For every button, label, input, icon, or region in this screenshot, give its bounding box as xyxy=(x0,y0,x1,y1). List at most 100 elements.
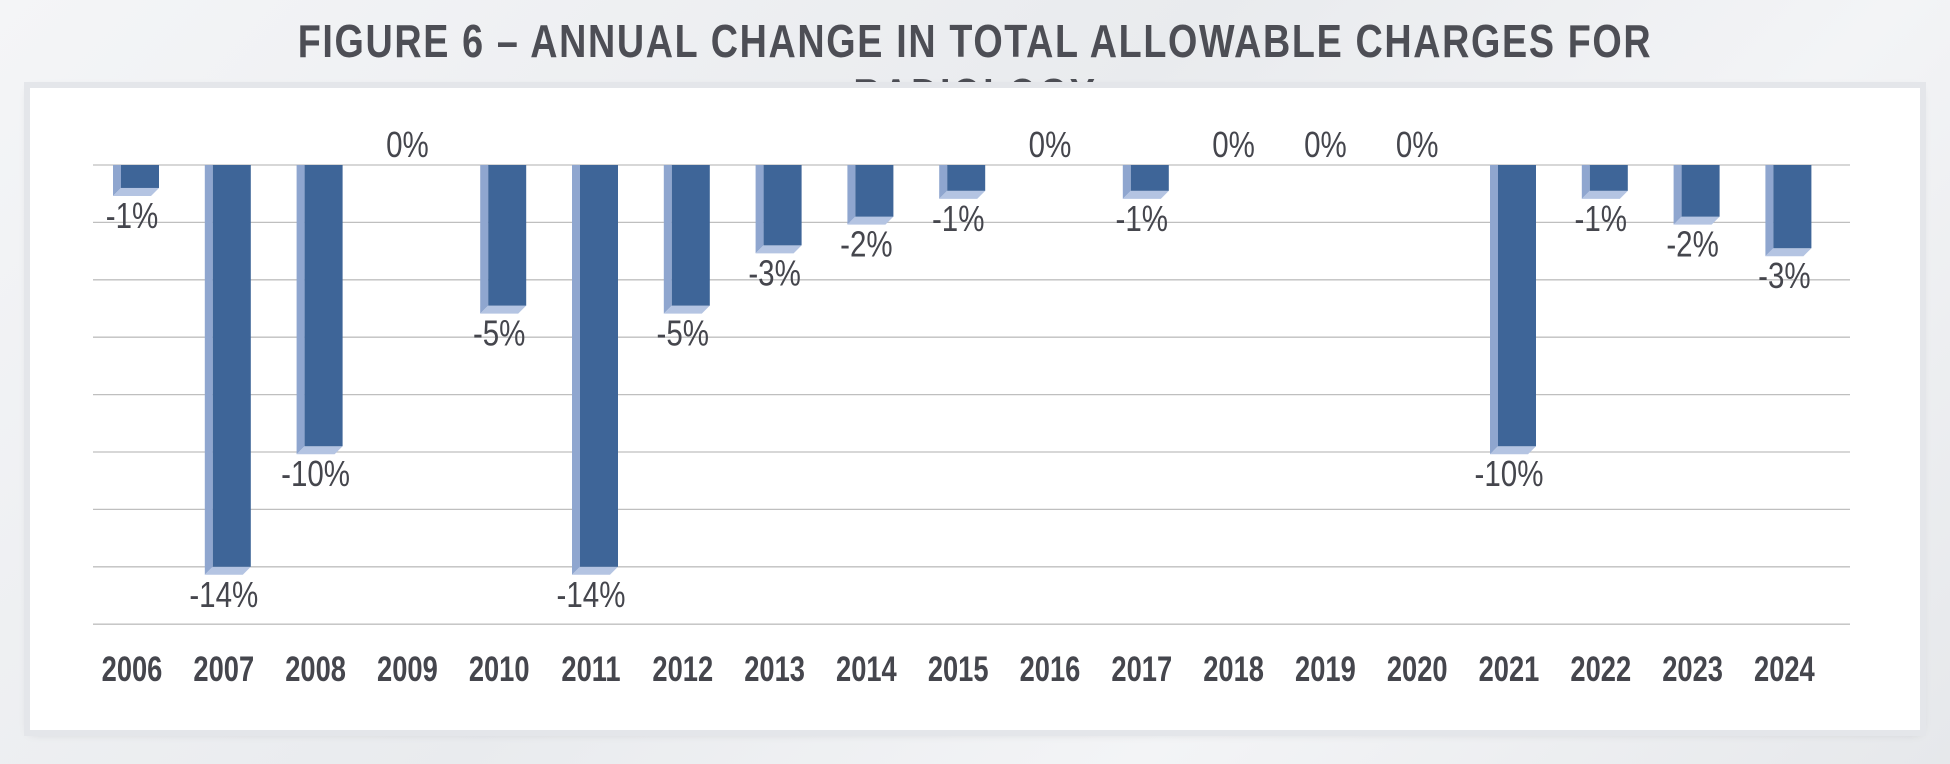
bar-bottom xyxy=(1673,216,1720,225)
bar xyxy=(1490,165,1536,455)
x-tick-label: 2007 xyxy=(193,650,254,689)
data-label: -14% xyxy=(189,574,258,614)
data-label: -3% xyxy=(1758,255,1810,295)
bar-bottom xyxy=(572,566,618,575)
bar-side xyxy=(204,165,213,575)
x-tick-label: 2016 xyxy=(1020,650,1081,689)
data-label: -1% xyxy=(932,198,984,238)
x-tick-label: 2019 xyxy=(1295,650,1356,689)
bars xyxy=(113,165,1812,575)
bar xyxy=(755,165,802,254)
gridlines xyxy=(93,164,1850,625)
bar-bottom xyxy=(1765,248,1812,257)
data-label: 0% xyxy=(1396,124,1439,164)
data-label: -1% xyxy=(106,195,158,235)
data-label: -5% xyxy=(657,313,709,353)
bar-side xyxy=(1490,165,1498,455)
x-tick-label: 2014 xyxy=(836,650,897,689)
bar xyxy=(113,165,159,196)
bar-front xyxy=(304,165,343,447)
data-label: 0% xyxy=(386,124,429,164)
bar-bottom xyxy=(204,566,251,575)
bar-side xyxy=(1581,165,1590,199)
bar-bottom xyxy=(480,305,527,314)
bar xyxy=(939,165,986,199)
bar-side xyxy=(939,165,948,199)
chart-panel: -1% -14% -10% 0% -5% -14% -5% -3% -2% -1% 0% -1% 0% 0… xyxy=(30,88,1920,730)
bar xyxy=(480,165,527,314)
data-label: -10% xyxy=(281,453,350,493)
x-tick-label: 2018 xyxy=(1203,650,1264,689)
data-label: -1% xyxy=(1575,198,1627,238)
bar-bottom xyxy=(847,216,894,225)
data-label: 0% xyxy=(1304,124,1347,164)
bar-front xyxy=(671,165,710,306)
bar-side xyxy=(663,165,672,314)
bar xyxy=(1581,165,1628,199)
bar-side xyxy=(113,165,121,196)
bar-front xyxy=(1498,165,1536,447)
x-tick-label: 2006 xyxy=(102,650,163,689)
bar-side xyxy=(847,165,856,225)
bar-front xyxy=(1130,165,1169,191)
bar-side xyxy=(755,165,764,254)
bar xyxy=(1765,165,1812,257)
bar-chart: -1% -14% -10% 0% -5% -14% -5% -3% -2% -1% 0% -1% 0% 0… xyxy=(93,124,1850,689)
bar-bottom xyxy=(113,187,159,196)
data-label: 0% xyxy=(1212,124,1255,164)
bar-front xyxy=(1681,165,1720,217)
bar-bottom xyxy=(663,305,710,314)
x-tick-label: 2013 xyxy=(744,650,805,689)
bar-side xyxy=(1673,165,1682,225)
x-tick-label: 2017 xyxy=(1111,650,1172,689)
data-label: -5% xyxy=(473,313,525,353)
data-label: -10% xyxy=(1475,453,1544,493)
bar xyxy=(296,165,343,455)
bar-bottom xyxy=(296,446,343,455)
x-tick-label: 2011 xyxy=(561,650,620,689)
x-tick-label: 2010 xyxy=(469,650,530,689)
bar xyxy=(663,165,710,314)
bar-bottom xyxy=(755,245,802,254)
bar-front xyxy=(121,165,159,188)
data-label: 0% xyxy=(1029,124,1072,164)
bar-side xyxy=(296,165,305,455)
bar-side xyxy=(572,165,580,575)
data-label: -1% xyxy=(1116,198,1168,238)
bar-front xyxy=(212,165,251,567)
data-label: -14% xyxy=(557,574,626,614)
data-label: -2% xyxy=(840,224,892,264)
bar-side xyxy=(480,165,489,314)
bar xyxy=(572,165,618,575)
x-tick-label: 2008 xyxy=(285,650,346,689)
x-tick-label: 2023 xyxy=(1662,650,1723,689)
x-tick-label: 2022 xyxy=(1570,650,1631,689)
data-labels: -1% -14% -10% 0% -5% -14% -5% -3% -2% -1% 0% -1% 0% 0… xyxy=(106,124,1811,614)
bar-side xyxy=(1122,165,1131,199)
x-tick-label: 2020 xyxy=(1387,650,1448,689)
bar-bottom xyxy=(1122,190,1169,199)
bar-front xyxy=(947,165,986,191)
bar-front xyxy=(580,165,618,567)
bar-front xyxy=(855,165,894,217)
bar-side xyxy=(1765,165,1774,257)
x-tick-label: 2015 xyxy=(928,650,989,689)
bar-bottom xyxy=(1490,446,1536,455)
bar-front xyxy=(1773,165,1812,249)
bar-front xyxy=(1589,165,1628,191)
x-tick-label: 2021 xyxy=(1479,650,1540,689)
bar-front xyxy=(763,165,802,246)
bar xyxy=(1673,165,1720,225)
x-tick-labels: 2006 2007 2008 2009 2010 2011 2012 2013 2014 2015… xyxy=(102,650,1816,689)
x-tick-label: 2024 xyxy=(1754,650,1815,689)
data-label: -3% xyxy=(748,253,800,293)
data-label: -2% xyxy=(1666,224,1718,264)
x-tick-label: 2009 xyxy=(377,650,438,689)
x-tick-label: 2012 xyxy=(652,650,713,689)
bar-front xyxy=(488,165,527,306)
bar xyxy=(1122,165,1169,199)
bar xyxy=(204,165,251,575)
bar-bottom xyxy=(939,190,986,199)
bar-bottom xyxy=(1581,190,1628,199)
bar xyxy=(847,165,894,225)
